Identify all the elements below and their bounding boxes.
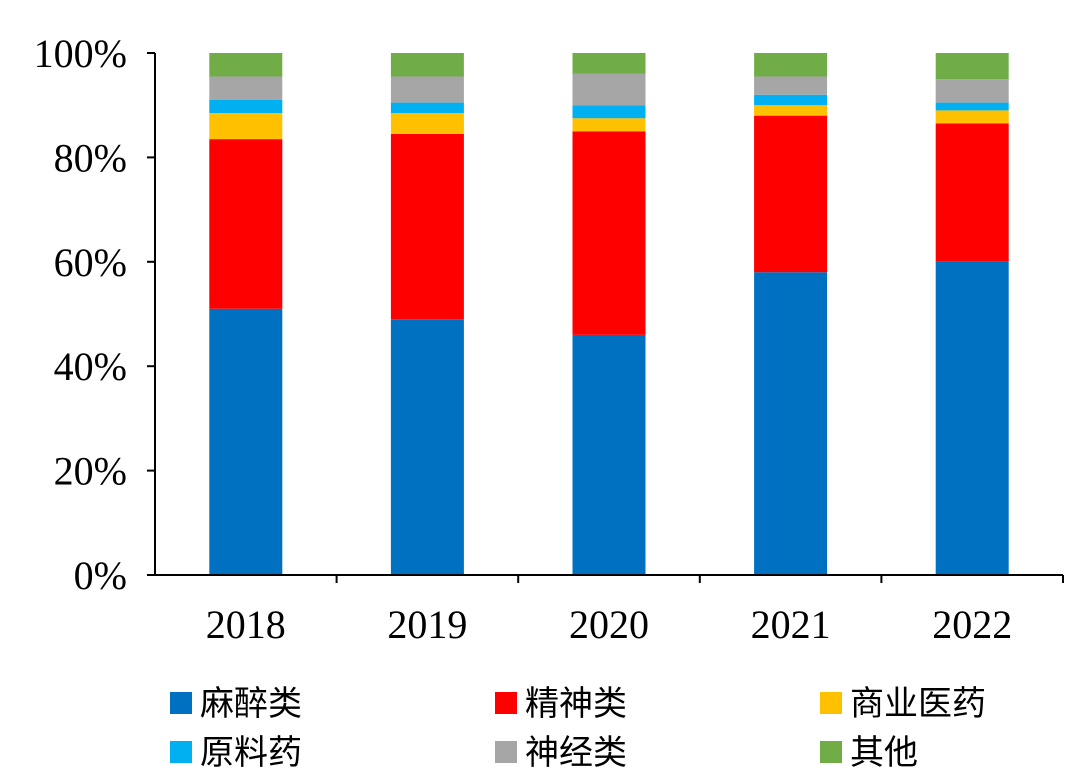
bar-segment-2018-3 — [209, 99, 283, 114]
bar-segment-2019-1 — [390, 133, 464, 320]
bar-segment-2020-3 — [572, 105, 646, 119]
y-tick-label: 40% — [54, 344, 127, 389]
legend-swatch — [495, 692, 517, 714]
legend-swatch — [495, 741, 517, 763]
bar-segment-2022-3 — [935, 102, 1009, 111]
bar-segment-2021-3 — [754, 94, 828, 106]
bar-segment-2022-2 — [935, 110, 1009, 124]
legend-label: 麻醉类 — [200, 684, 302, 724]
bar-segment-2022-4 — [935, 79, 1009, 103]
bars-group — [209, 53, 1009, 575]
bar-segment-2021-5 — [754, 53, 828, 77]
y-tick-label: 60% — [54, 240, 127, 285]
x-tick-label: 2020 — [569, 602, 649, 647]
bar-segment-2019-3 — [390, 102, 464, 114]
bar-segment-2020-4 — [572, 73, 646, 106]
y-tick-label: 20% — [54, 449, 127, 494]
bar-segment-2020-0 — [572, 334, 646, 575]
legend-label: 原料药 — [200, 733, 302, 773]
y-tick-label: 100% — [34, 31, 127, 76]
bar-segment-2018-2 — [209, 113, 283, 140]
bar-segment-2018-4 — [209, 76, 283, 100]
bar-segment-2020-2 — [572, 118, 646, 132]
bar-segment-2018-5 — [209, 53, 283, 77]
legend-label: 精神类 — [525, 684, 627, 724]
legend-label: 商业医药 — [850, 684, 986, 724]
bar-segment-2018-1 — [209, 139, 283, 309]
bar-segment-2022-0 — [935, 261, 1009, 575]
legend-swatch — [820, 692, 842, 714]
x-tick-label: 2019 — [387, 602, 467, 647]
bar-segment-2019-0 — [390, 319, 464, 575]
x-tick-label: 2018 — [206, 602, 286, 647]
legend-swatch — [820, 741, 842, 763]
bar-segment-2022-5 — [935, 53, 1009, 80]
y-tick-label: 0% — [74, 553, 127, 598]
x-tick-label: 2022 — [932, 602, 1012, 647]
legend-swatch — [170, 692, 192, 714]
bar-segment-2019-4 — [390, 76, 464, 103]
legend-swatch — [170, 741, 192, 763]
bar-segment-2021-2 — [754, 105, 828, 116]
bar-segment-2021-4 — [754, 76, 828, 95]
axes-group: 0% 20% 40% 60% 80% 100% 2018 2019 2020 2021 2022 — [34, 31, 1064, 647]
bar-segment-2021-1 — [754, 115, 828, 273]
bar-segment-2018-0 — [209, 308, 283, 575]
x-tick-label: 2021 — [751, 602, 831, 647]
bar-segment-2022-1 — [935, 123, 1009, 262]
legend-label: 神经类 — [525, 733, 627, 773]
bar-segment-2021-0 — [754, 272, 828, 575]
bar-segment-2020-5 — [572, 53, 646, 74]
bar-segment-2019-2 — [390, 113, 464, 134]
y-tick-label: 80% — [54, 135, 127, 180]
legend-label: 其他 — [850, 733, 918, 773]
bar-segment-2020-1 — [572, 131, 646, 335]
bar-segment-2019-5 — [390, 53, 464, 77]
